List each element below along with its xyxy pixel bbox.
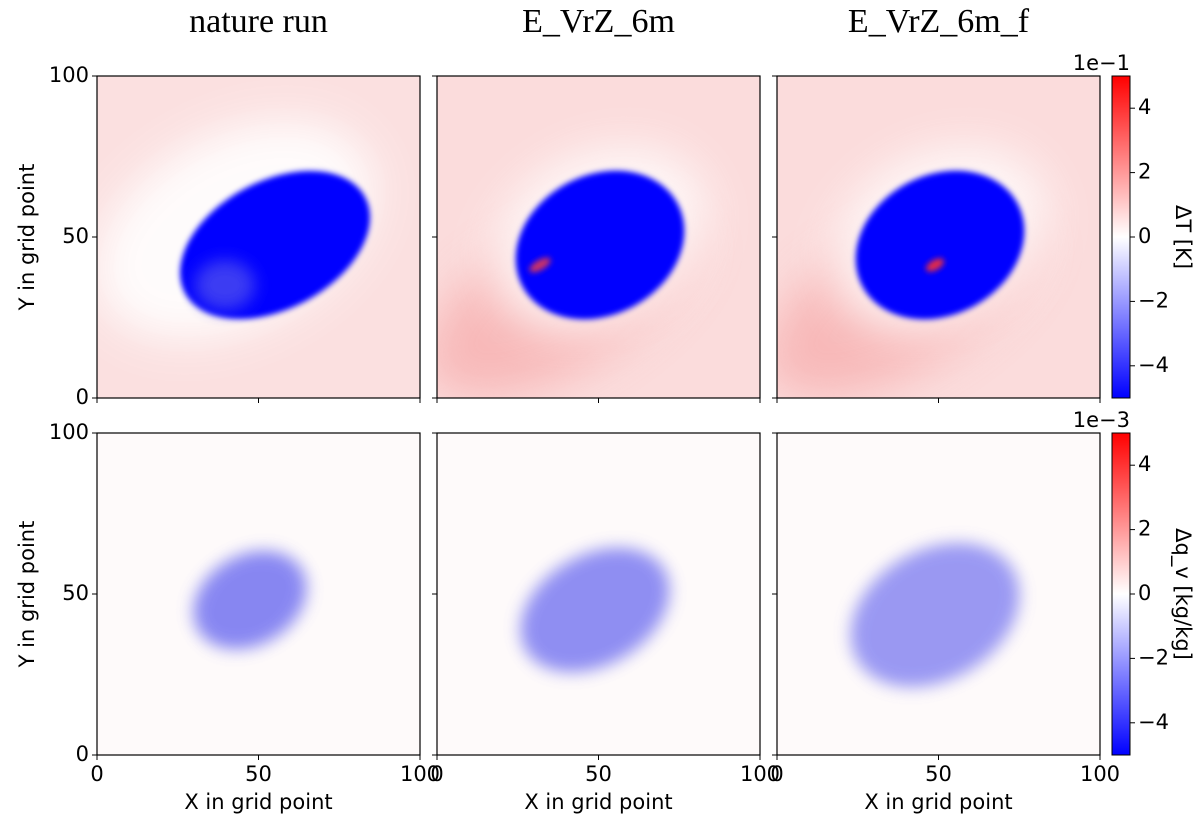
colorbar-tick-label: 2: [1138, 160, 1151, 184]
colorbar: [1111, 75, 1131, 399]
y-tick-label: 0: [76, 742, 89, 766]
y-tick-label: 0: [76, 385, 89, 409]
x-tick-label: 100: [1080, 762, 1120, 786]
panel-title: E_VrZ_6m_f: [848, 3, 1030, 40]
y-axis-label: Y in grid point: [15, 521, 39, 669]
colorbar-tick-label: 4: [1138, 452, 1151, 476]
colorbar-tick-label: 0: [1138, 224, 1151, 248]
x-axis-label: X in grid point: [864, 790, 1012, 814]
heatmap-field: [850, 542, 1020, 688]
y-axis-label: Y in grid point: [15, 164, 39, 312]
heatmap-panel: [777, 76, 1100, 398]
x-tick-label: 50: [925, 762, 952, 786]
heatmap-field: [925, 258, 945, 272]
heatmap-field: [193, 550, 307, 650]
heatmap-field: [529, 257, 551, 273]
colorbar-tick-label: 4: [1138, 95, 1151, 119]
colorbar-label: ΔT [K]: [1171, 205, 1195, 269]
colorbar-offset: 1e−1: [1073, 51, 1130, 75]
heatmap-panel: [777, 433, 1100, 755]
colorbar-tick-label: 0: [1138, 581, 1151, 605]
panel-title: E_VrZ_6m: [522, 3, 675, 40]
heatmap-field: [195, 260, 255, 310]
x-tick-label: 0: [90, 762, 103, 786]
heatmap-panel: [97, 433, 420, 755]
panel-title: nature run: [189, 3, 328, 40]
colorbar-tick-label: −4: [1138, 710, 1169, 734]
x-tick-label: 50: [585, 762, 612, 786]
x-tick-label: 100: [400, 762, 440, 786]
heatmap-panel: [437, 433, 760, 755]
y-tick-label: 50: [62, 224, 89, 248]
x-axis-label: X in grid point: [184, 790, 332, 814]
x-tick-label: 0: [770, 762, 783, 786]
y-tick-label: 50: [62, 581, 89, 605]
colorbar-offset: 1e−3: [1073, 408, 1130, 432]
colorbar: [1111, 432, 1131, 756]
colorbar-tick-label: 2: [1138, 517, 1151, 541]
x-tick-label: 50: [245, 762, 272, 786]
x-tick-label: 0: [430, 762, 443, 786]
colorbar-tick-label: −2: [1138, 645, 1169, 669]
heatmap-panel: [437, 76, 760, 398]
y-tick-label: 100: [49, 63, 89, 87]
x-axis-label: X in grid point: [524, 790, 672, 814]
x-tick-label: 100: [740, 762, 780, 786]
heatmap-field: [520, 547, 670, 673]
colorbar-label: Δq_v [kg/kg]: [1170, 528, 1195, 660]
heatmap-panel: [97, 76, 420, 398]
colorbar-tick-label: −2: [1138, 288, 1169, 312]
colorbar-tick-label: −4: [1138, 353, 1169, 377]
heatmap-field: [515, 170, 685, 320]
y-tick-label: 100: [49, 420, 89, 444]
heatmap-field: [855, 170, 1025, 320]
